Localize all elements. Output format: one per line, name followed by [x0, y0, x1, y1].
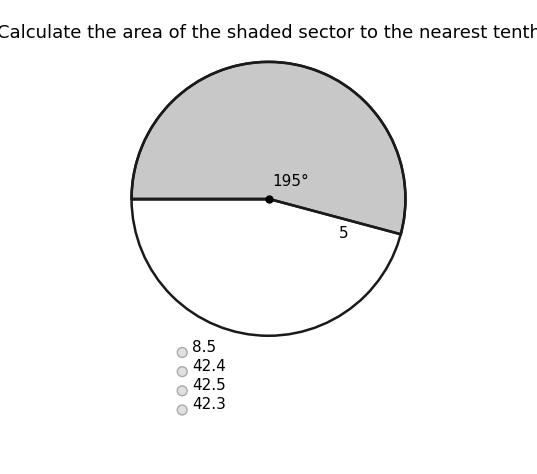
Wedge shape — [132, 62, 405, 234]
Text: 8.5: 8.5 — [192, 340, 216, 355]
Text: 195°: 195° — [273, 174, 309, 189]
Text: Calculate the area of the shaded sector to the nearest tenth: Calculate the area of the shaded sector … — [0, 24, 537, 42]
Text: 42.3: 42.3 — [192, 397, 226, 412]
Circle shape — [177, 386, 187, 396]
Circle shape — [177, 405, 187, 415]
Circle shape — [177, 367, 187, 376]
Text: 42.5: 42.5 — [192, 378, 226, 393]
Circle shape — [177, 347, 187, 357]
Text: 5: 5 — [339, 226, 349, 241]
Text: 42.4: 42.4 — [192, 359, 226, 374]
